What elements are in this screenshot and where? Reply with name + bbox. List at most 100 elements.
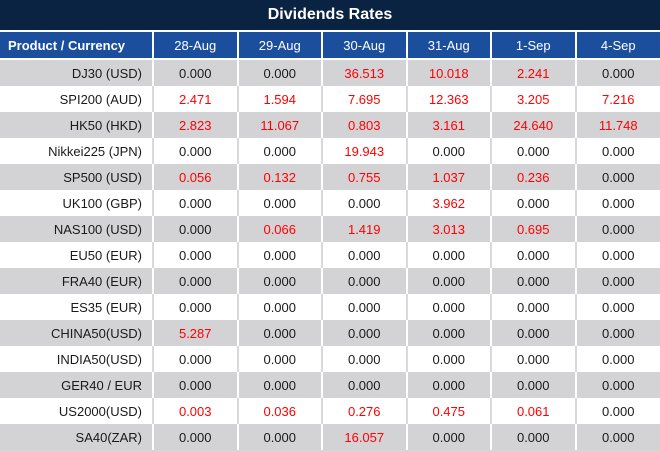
- table-row: SP500 (USD) 0.056 0.132 0.755 1.037 0.236 0.00…: [0, 164, 660, 190]
- rate-value: 0.000: [574, 190, 660, 216]
- rate-value: 3.161: [405, 112, 491, 138]
- table-row: ES35 (EUR) 0.000 0.000 0.000 0.000 0.000 0.000: [0, 294, 660, 320]
- rate-value: 7.695: [321, 86, 407, 112]
- rate-value: 0.000: [321, 372, 407, 398]
- rate-value: 0.000: [236, 138, 322, 164]
- rate-value: 0.000: [490, 190, 576, 216]
- product-label: Nikkei225 (JPN): [0, 138, 153, 164]
- rate-value: 0.000: [152, 424, 238, 450]
- rate-value: 0.000: [152, 268, 238, 294]
- rate-value: 0.000: [236, 294, 322, 320]
- rate-value: 0.000: [152, 216, 238, 242]
- header-row: Product / Currency 28-Aug 29-Aug 30-Aug 31-A…: [0, 32, 660, 60]
- rate-value: 10.018: [405, 59, 491, 86]
- table-row: GER40 / EUR 0.000 0.000 0.000 0.000 0.000 0.00…: [0, 372, 660, 398]
- rate-value: 0.000: [236, 372, 322, 398]
- rate-value: 19.943: [321, 138, 407, 164]
- product-label: NAS100 (USD): [0, 216, 153, 242]
- rate-value: 2.241: [490, 59, 576, 86]
- rate-value: 0.000: [321, 268, 407, 294]
- rate-value: 0.000: [574, 138, 660, 164]
- table-row: CHINA50(USD) 5.287 0.000 0.000 0.000 0.000 0.0…: [0, 320, 660, 346]
- table-row: FRA40 (EUR) 0.000 0.000 0.000 0.000 0.000 0.00…: [0, 268, 660, 294]
- table-row: DJ30 (USD) 0.000 0.000 36.513 10.018 2.241 0.0…: [0, 59, 660, 86]
- rate-value: 0.000: [490, 242, 576, 268]
- title-bar: Dividends Rates: [0, 0, 660, 32]
- rate-value: 0.236: [490, 164, 576, 190]
- rate-value: 0.000: [321, 346, 407, 372]
- product-label: SP500 (USD): [0, 164, 153, 190]
- product-label: ES35 (EUR): [0, 294, 153, 320]
- product-label: DJ30 (USD): [0, 59, 153, 86]
- product-label: SA40(ZAR): [0, 424, 153, 450]
- product-label: UK100 (GBP): [0, 190, 153, 216]
- table-row: SA40(ZAR) 0.000 0.000 16.057 0.000 0.000 0.000: [0, 424, 660, 450]
- rate-value: 0.000: [152, 59, 238, 86]
- rate-value: 16.057: [321, 424, 407, 450]
- rate-value: 11.748: [574, 112, 660, 138]
- product-label: HK50 (HKD): [0, 112, 153, 138]
- rate-value: 0.000: [490, 268, 576, 294]
- rate-value: 0.000: [574, 216, 660, 242]
- rate-value: 0.000: [405, 346, 491, 372]
- col-header-date: 30-Aug: [321, 32, 407, 60]
- rate-value: 0.000: [236, 346, 322, 372]
- rate-value: 0.000: [236, 242, 322, 268]
- rate-value: 0.475: [405, 398, 491, 424]
- rate-value: 0.000: [574, 320, 660, 346]
- rate-value: 0.061: [490, 398, 576, 424]
- rate-value: 12.363: [405, 86, 491, 112]
- rate-value: 0.000: [152, 190, 238, 216]
- rate-value: 24.640: [490, 112, 576, 138]
- rate-value: 0.000: [405, 372, 491, 398]
- col-header-date: 29-Aug: [236, 32, 322, 60]
- table-row: US2000(USD) 0.003 0.036 0.276 0.475 0.061 0.00…: [0, 398, 660, 424]
- rate-value: 0.000: [152, 372, 238, 398]
- rate-value: 0.000: [236, 268, 322, 294]
- rate-value: 0.000: [490, 424, 576, 450]
- rate-value: 11.067: [236, 112, 322, 138]
- rate-value: 7.216: [574, 86, 660, 112]
- product-label: GER40 / EUR: [0, 372, 153, 398]
- rate-value: 0.803: [321, 112, 407, 138]
- rate-value: 0.000: [152, 138, 238, 164]
- col-header-date: 1-Sep: [490, 32, 576, 60]
- rate-value: 0.000: [490, 372, 576, 398]
- rate-value: 0.000: [321, 294, 407, 320]
- rate-value: 0.695: [490, 216, 576, 242]
- rate-value: 0.000: [236, 59, 322, 86]
- table-row: NAS100 (USD) 0.000 0.066 1.419 3.013 0.695 0.0…: [0, 216, 660, 242]
- table-row: UK100 (GBP) 0.000 0.000 0.000 3.962 0.000 0.00…: [0, 190, 660, 216]
- page-title: Dividends Rates: [267, 6, 393, 23]
- product-label: EU50 (EUR): [0, 242, 153, 268]
- rate-value: 0.000: [405, 268, 491, 294]
- rate-value: 0.000: [152, 242, 238, 268]
- rate-value: 0.000: [152, 346, 238, 372]
- rate-value: 0.000: [574, 398, 660, 424]
- dividends-rates-table: Product / Currency 28-Aug 29-Aug 30-Aug 31-A…: [0, 32, 660, 450]
- rate-value: 0.000: [321, 190, 407, 216]
- rate-value: 0.000: [405, 242, 491, 268]
- rate-value: 0.000: [574, 59, 660, 86]
- rate-value: 0.000: [490, 346, 576, 372]
- rate-value: 0.132: [236, 164, 322, 190]
- rate-value: 0.000: [574, 424, 660, 450]
- product-label: INDIA50(USD): [0, 346, 153, 372]
- rate-value: 0.000: [574, 346, 660, 372]
- rate-value: 0.000: [321, 320, 407, 346]
- rate-value: 0.000: [574, 294, 660, 320]
- rate-value: 36.513: [321, 59, 407, 86]
- rate-value: 0.000: [236, 424, 322, 450]
- rate-value: 0.000: [574, 164, 660, 190]
- rate-value: 0.000: [321, 242, 407, 268]
- rate-value: 0.000: [490, 320, 576, 346]
- rate-value: 2.471: [152, 86, 238, 112]
- col-header-date: 31-Aug: [405, 32, 491, 60]
- rate-value: 0.000: [574, 242, 660, 268]
- rate-value: 0.000: [490, 294, 576, 320]
- rate-value: 3.962: [405, 190, 491, 216]
- col-header-date: 4-Sep: [574, 32, 660, 60]
- rate-value: 0.755: [321, 164, 407, 190]
- rate-value: 0.000: [405, 424, 491, 450]
- table-row: Nikkei225 (JPN) 0.000 0.000 19.943 0.000 0.00…: [0, 138, 660, 164]
